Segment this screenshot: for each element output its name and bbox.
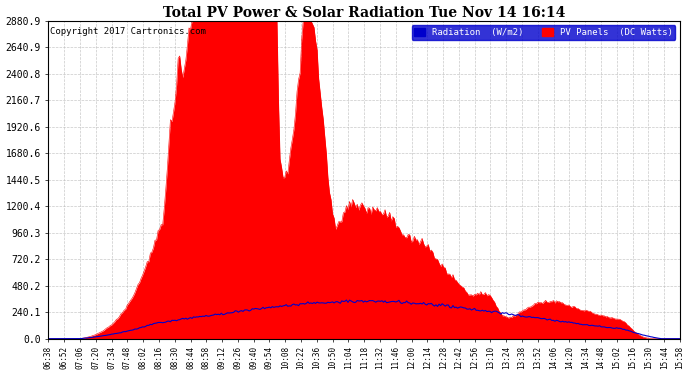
Legend: Radiation  (W/m2), PV Panels  (DC Watts): Radiation (W/m2), PV Panels (DC Watts) (412, 25, 676, 40)
Title: Total PV Power & Solar Radiation Tue Nov 14 16:14: Total PV Power & Solar Radiation Tue Nov… (163, 6, 565, 20)
Text: Copyright 2017 Cartronics.com: Copyright 2017 Cartronics.com (50, 27, 206, 36)
